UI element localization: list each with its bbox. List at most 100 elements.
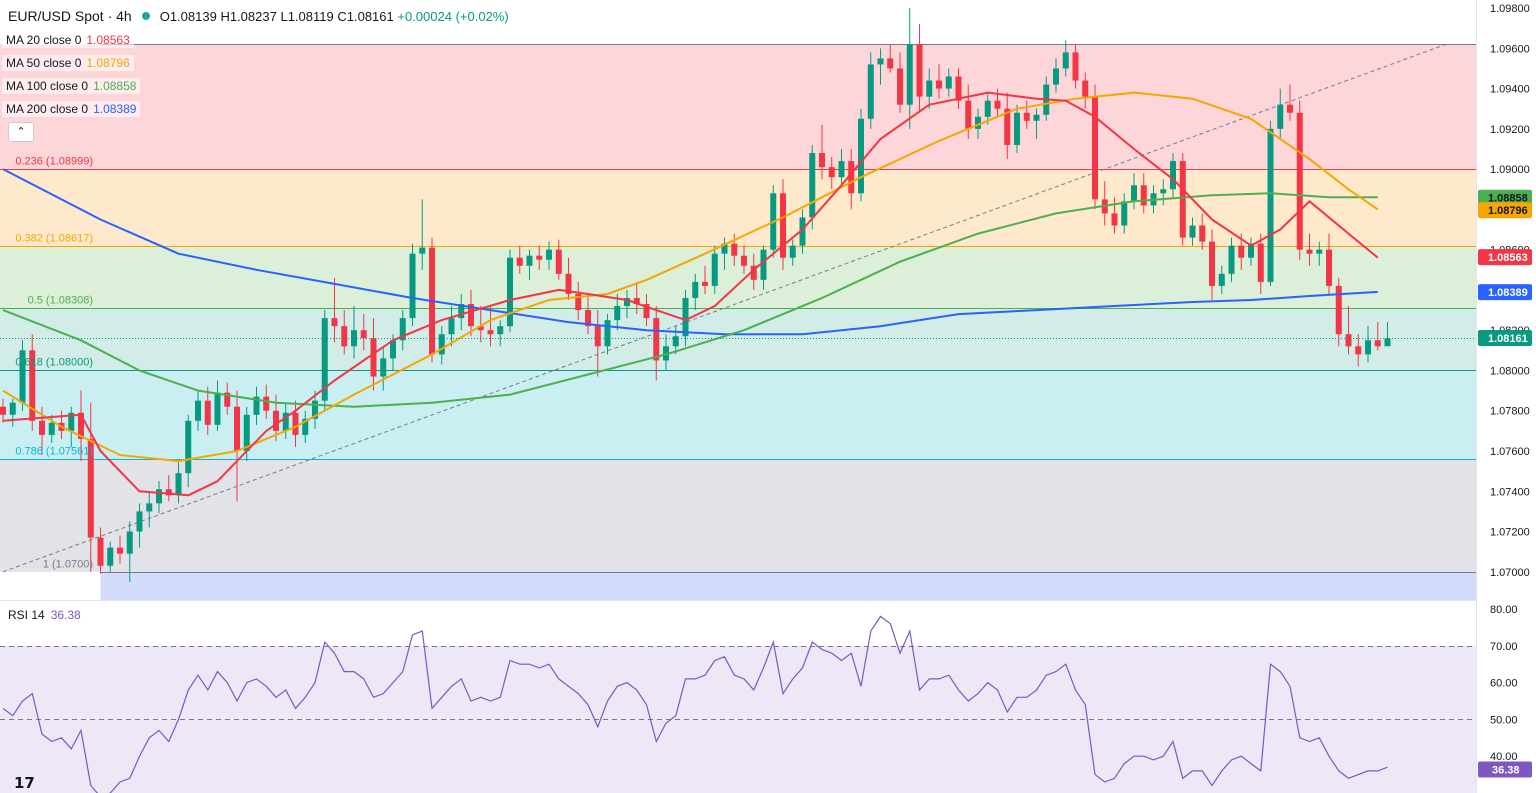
candle-body[interactable] xyxy=(1316,249,1323,254)
candle-body[interactable] xyxy=(838,161,845,178)
candle-body[interactable] xyxy=(1365,340,1371,355)
candle-body[interactable] xyxy=(653,318,660,361)
rsi-legend[interactable]: RSI 14 36.38 xyxy=(8,608,81,622)
candle-body[interactable] xyxy=(828,167,835,178)
candle-body[interactable] xyxy=(409,253,416,319)
candle-body[interactable] xyxy=(195,400,201,421)
candle-body[interactable] xyxy=(68,412,75,431)
candle-body[interactable] xyxy=(819,153,825,168)
candle-body[interactable] xyxy=(438,334,445,355)
candle-body[interactable] xyxy=(643,304,650,319)
candle-body[interactable] xyxy=(1384,338,1391,347)
candle-body[interactable] xyxy=(175,473,182,496)
candle-body[interactable] xyxy=(1374,340,1381,347)
collapse-legend-button[interactable]: ⌃ xyxy=(8,122,34,142)
candle-body[interactable] xyxy=(1257,243,1264,282)
candle-body[interactable] xyxy=(78,412,84,439)
candle-body[interactable] xyxy=(682,297,689,337)
candle-body[interactable] xyxy=(809,153,816,218)
candle-body[interactable] xyxy=(594,326,601,347)
candle-body[interactable] xyxy=(1326,249,1332,286)
candle-body[interactable] xyxy=(799,217,806,246)
candle-body[interactable] xyxy=(273,410,279,431)
ma-100-line[interactable] xyxy=(2,192,1378,408)
candle-body[interactable] xyxy=(9,402,16,415)
rsi-axis[interactable]: 80.00 70.00 60.00 50.00 40.00 36.38 xyxy=(1478,604,1532,778)
candle-body[interactable] xyxy=(877,58,884,65)
candle-body[interactable] xyxy=(0,406,6,415)
candle-body[interactable] xyxy=(575,293,582,311)
candle-body[interactable] xyxy=(1228,245,1235,274)
candle-body[interactable] xyxy=(312,400,318,419)
candle-body[interactable] xyxy=(624,297,630,307)
candle-body[interactable] xyxy=(1053,68,1059,85)
legend-ma-200[interactable]: MA 200 close 0 1.08389 xyxy=(2,101,141,117)
symbol-title[interactable]: EUR/USD Spot · 4h xyxy=(8,8,132,24)
candle-body[interactable] xyxy=(711,253,718,286)
candle-body[interactable] xyxy=(321,318,328,401)
candle-body[interactable] xyxy=(204,400,211,425)
ma-50-line[interactable] xyxy=(2,91,1379,463)
legend-ma-100[interactable]: MA 100 close 0 1.08858 xyxy=(2,78,141,94)
candle-body[interactable] xyxy=(848,161,855,194)
candle-body[interactable] xyxy=(565,273,572,294)
candle-body[interactable] xyxy=(916,44,923,97)
candle-body[interactable] xyxy=(419,247,426,254)
candle-body[interactable] xyxy=(1072,52,1079,81)
candle-body[interactable] xyxy=(487,330,494,335)
candle-body[interactable] xyxy=(390,340,396,359)
candle-body[interactable] xyxy=(97,537,104,566)
candle-body[interactable] xyxy=(165,489,172,496)
candle-body[interactable] xyxy=(243,414,250,452)
candle-body[interactable] xyxy=(994,100,1001,109)
ma-20-line[interactable] xyxy=(2,91,1379,497)
candle-body[interactable] xyxy=(107,547,114,566)
candle-body[interactable] xyxy=(477,326,484,331)
candle-body[interactable] xyxy=(1277,104,1284,129)
candle-body[interactable] xyxy=(341,326,348,347)
candle-body[interactable] xyxy=(721,243,728,254)
candle-body[interactable] xyxy=(1238,245,1245,258)
candle-body[interactable] xyxy=(780,193,786,258)
candle-body[interactable] xyxy=(1023,112,1030,121)
candle-body[interactable] xyxy=(760,249,767,280)
candle-body[interactable] xyxy=(1140,185,1147,206)
candle-body[interactable] xyxy=(858,118,864,194)
candle-body[interactable] xyxy=(1062,52,1069,69)
price-axis[interactable]: 1.098001.096001.094001.092001.090001.086… xyxy=(1490,3,1530,579)
candle-body[interactable] xyxy=(867,64,874,119)
candle-body[interactable] xyxy=(302,418,309,435)
candle-body[interactable] xyxy=(1160,189,1167,194)
candle-body[interactable] xyxy=(789,245,796,258)
candle-body[interactable] xyxy=(1345,334,1352,347)
candle-body[interactable] xyxy=(39,420,45,435)
candle-body[interactable] xyxy=(1121,201,1128,226)
ma-200-line[interactable] xyxy=(2,168,1378,336)
candle-body[interactable] xyxy=(887,58,894,69)
candle-body[interactable] xyxy=(741,255,747,266)
tradingview-logo-icon[interactable]: 17 xyxy=(14,774,35,792)
candle-body[interactable] xyxy=(1296,112,1303,250)
candle-body[interactable] xyxy=(380,358,387,377)
candle-body[interactable] xyxy=(399,318,406,341)
candle-body[interactable] xyxy=(468,304,474,327)
candle-body[interactable] xyxy=(604,320,611,347)
candle-body[interactable] xyxy=(1209,241,1215,286)
candle-body[interactable] xyxy=(1092,96,1098,200)
candle-body[interactable] xyxy=(702,281,708,286)
legend-ma-50[interactable]: MA 50 close 0 1.08796 xyxy=(2,55,134,71)
candle-body[interactable] xyxy=(126,531,133,554)
candle-body[interactable] xyxy=(936,80,942,89)
candle-body[interactable] xyxy=(185,420,192,474)
candle-body[interactable] xyxy=(1179,161,1186,238)
candle-body[interactable] xyxy=(1004,108,1011,145)
candle-body[interactable] xyxy=(614,306,621,321)
candle-body[interactable] xyxy=(1287,104,1293,113)
candle-body[interactable] xyxy=(633,297,640,305)
candle-body[interactable] xyxy=(1306,249,1313,254)
candle-body[interactable] xyxy=(263,396,270,411)
candle-body[interactable] xyxy=(945,76,952,89)
candle-body[interactable] xyxy=(1131,185,1137,202)
candle-body[interactable] xyxy=(19,350,26,403)
